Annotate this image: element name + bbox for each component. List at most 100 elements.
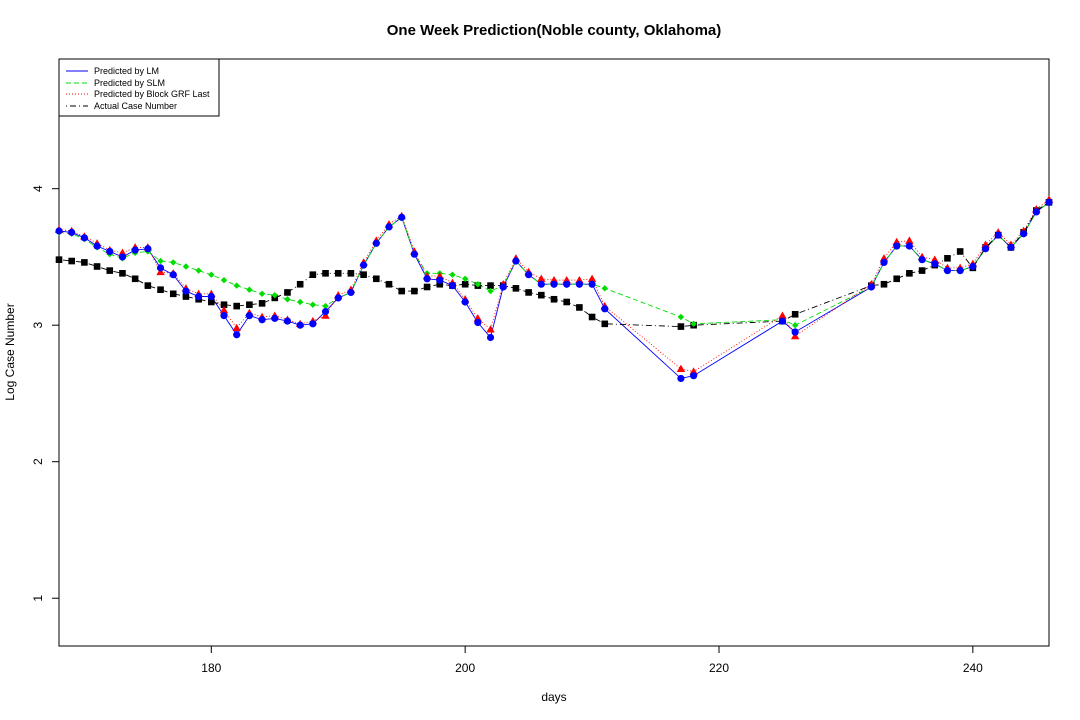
x-tick-label: 240	[963, 661, 983, 675]
slm-point	[182, 263, 190, 270]
x-tick-label: 220	[709, 661, 729, 675]
slm-point	[461, 275, 469, 282]
lm-point	[537, 280, 545, 288]
legend-label-lm: Predicted by LM	[94, 66, 159, 76]
actual-point	[169, 290, 177, 298]
legend-box	[58, 58, 220, 117]
plot-frame	[58, 58, 1050, 647]
slm-point	[474, 281, 482, 288]
slm-point	[157, 257, 164, 265]
grf-point	[778, 311, 787, 319]
lm-point	[423, 275, 431, 283]
lm-point	[867, 283, 875, 291]
lm-point	[156, 264, 165, 272]
grf-point	[219, 305, 229, 314]
lm-point	[372, 239, 380, 247]
series-line-actual	[58, 201, 1050, 328]
lm-point	[677, 374, 685, 383]
lm-point	[309, 320, 317, 328]
y-tick-label: 3	[31, 322, 45, 329]
actual-point	[461, 280, 469, 288]
actual-point	[360, 271, 367, 278]
lm-point	[410, 250, 418, 258]
lm-point	[245, 312, 253, 320]
actual-point	[106, 267, 114, 274]
lm-point	[778, 317, 787, 325]
grf-point	[905, 236, 914, 244]
lm-point	[461, 298, 469, 306]
axes: 180 200 220 240 1 2 3 4	[31, 185, 983, 675]
actual-point	[956, 248, 964, 255]
lm-point	[347, 288, 355, 297]
actual-point	[246, 301, 253, 309]
lm-point	[106, 247, 114, 256]
lm-point	[258, 316, 266, 324]
legend-label-actual: Actual Case Number	[94, 101, 177, 111]
actual-point	[347, 270, 355, 277]
slm-point	[322, 302, 329, 310]
lm-point	[80, 234, 88, 242]
lm-point	[474, 318, 482, 327]
actual-point	[309, 271, 317, 278]
actual-point	[601, 320, 609, 328]
lm-point	[499, 283, 507, 291]
actual-point	[512, 285, 520, 292]
actual-point	[538, 291, 545, 299]
lm-point	[525, 271, 533, 279]
chart-title: One Week Prediction(Noble county, Oklaho…	[387, 22, 722, 39]
lm-point	[1045, 198, 1053, 206]
actual-point	[563, 298, 570, 306]
actual-point	[677, 323, 685, 330]
series-line-grf	[58, 199, 1050, 373]
lm-point	[1007, 243, 1015, 251]
slm-point	[246, 286, 253, 293]
lm-point	[321, 307, 330, 316]
slm-point	[487, 287, 494, 295]
actual-point	[68, 257, 75, 265]
x-tick-label: 180	[201, 661, 221, 675]
actual-point	[208, 298, 215, 306]
actual-point	[436, 280, 444, 288]
legend-label-slm: Predicted by SLM	[94, 78, 165, 88]
lm-point	[436, 276, 444, 284]
actual-point	[880, 280, 888, 288]
actual-point	[81, 259, 88, 266]
actual-point	[373, 275, 380, 283]
actual-point	[411, 287, 418, 295]
slm-point	[195, 267, 202, 274]
actual-point	[588, 313, 596, 321]
lm-point	[233, 331, 241, 339]
actual-point	[398, 287, 405, 295]
lm-point	[690, 372, 698, 380]
slm-point	[677, 313, 685, 321]
grf-point	[486, 325, 495, 333]
lm-point	[271, 314, 279, 322]
lm-point	[931, 260, 939, 268]
actual-point	[944, 255, 951, 262]
slm-point	[220, 276, 228, 284]
actual-point	[918, 267, 926, 274]
lm-point	[448, 282, 457, 290]
legend: Predicted by LM Predicted by SLM Predict…	[58, 58, 220, 117]
grf-point	[537, 274, 546, 282]
slm-point	[449, 271, 456, 278]
actual-point	[906, 270, 913, 277]
slm-point	[258, 290, 266, 297]
slm-point	[233, 282, 240, 289]
actual-point	[284, 289, 291, 296]
actual-point	[550, 295, 558, 303]
lm-point	[601, 305, 609, 313]
lm-point	[195, 292, 203, 301]
slm-point	[296, 298, 304, 306]
lm-point	[55, 227, 63, 235]
lm-point	[118, 253, 127, 261]
slm-point	[309, 301, 317, 308]
actual-point	[296, 280, 304, 288]
lm-point	[334, 294, 342, 302]
actual-point	[55, 256, 63, 263]
actual-point	[157, 286, 164, 294]
lm-point	[588, 280, 596, 288]
lm-point	[893, 242, 901, 250]
y-tick-label: 2	[31, 458, 45, 465]
